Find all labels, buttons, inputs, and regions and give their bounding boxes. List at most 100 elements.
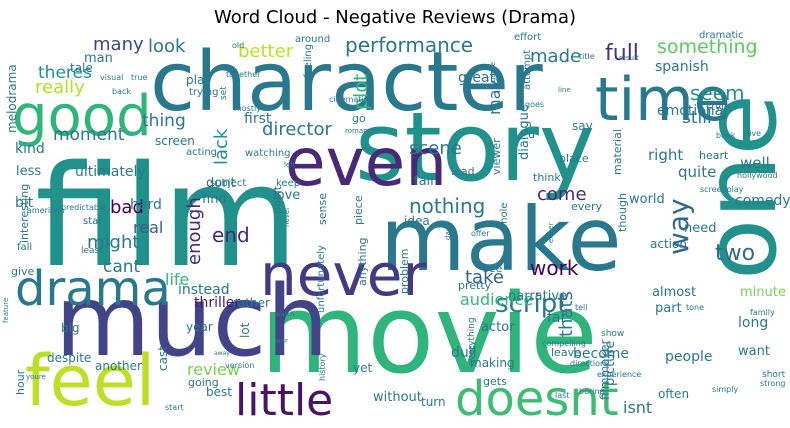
word-instead: instead [178,282,230,298]
word-yet: yet [353,361,372,375]
word-picture: picture [603,341,618,386]
word-u: u [528,128,535,141]
word-life: life [165,270,189,289]
word-world: world [629,192,665,207]
word-doesnt: doesnt [455,371,619,427]
word-genre: genre [489,62,497,82]
word-big: big [61,321,80,335]
word-script: script [495,289,567,319]
word-every: every [571,200,603,213]
word-goes: goes [525,100,544,109]
word-day: day [444,227,452,240]
word-character: character [150,35,543,130]
word-title: title [579,52,595,61]
word-best: best [206,385,232,399]
word-way: way [662,198,695,255]
word-family: family [750,308,775,317]
word-minute: minute [740,285,786,300]
word-place: place [559,152,589,165]
word-look: look [148,36,186,57]
word-man: man [84,51,113,66]
word-bad: bad [110,197,144,218]
word-viewer: viewer [490,138,503,175]
word-feeling: feeling [303,44,314,78]
word-quite: quite [678,163,716,181]
word-gets: gets [483,375,507,388]
word-start: start [165,403,184,412]
word-dull: dull [451,345,477,361]
word-problem: problem [398,248,411,294]
word-heart: heart [699,149,729,162]
word-think: think [533,171,561,184]
word-feel: feel [25,340,155,422]
word-hollywood: hollywood [737,171,778,180]
word-predictable: predictable [61,203,106,212]
word-take: take [465,267,504,288]
word-fall: fall [17,242,32,253]
word-far: far [547,310,567,326]
word-pretty: pretty [458,279,492,292]
word-unfortunately: unfortunately [316,245,327,313]
word-star: star [83,216,103,227]
word-often: often [658,387,689,401]
word-lot: lot [238,322,252,338]
word-lead: lead [451,165,475,178]
word-old: old [232,41,244,50]
word-book: book [716,131,736,140]
word-going: going [188,376,219,389]
word-mostly: mostly [234,104,261,113]
word-time: time [595,65,731,135]
word-isnt: isnt [623,398,652,417]
word-hard: hard [130,197,162,213]
word-material: material [611,129,624,175]
word-direction: direction [570,359,605,368]
word-work: work [530,256,579,280]
word-thats: thats [556,291,577,337]
word-war: war [275,337,288,345]
word-enough: enough [184,197,205,265]
word-kind: kind [15,141,45,157]
word-history: history [318,353,327,381]
word-left: left [284,161,296,169]
word-need: need [684,221,717,236]
word-end: end [212,223,250,247]
word-attempt: attempt [522,50,533,90]
word-without: without [373,390,422,405]
word-screen: screen [155,134,195,148]
word-tell: tell [575,303,588,312]
word-good: good [12,84,152,149]
word-dramatic: dramatic [699,30,744,41]
word-turn: turn [421,395,446,409]
word-spanish: spanish [655,59,709,75]
word-style: style [706,102,730,113]
word-performance: performance [345,33,473,57]
word-director: director [262,119,332,140]
word-acting: acting [186,147,217,158]
word-may: may [485,80,504,115]
word-story: story [355,93,595,203]
word-even: even [285,124,447,201]
word-offer: offer [471,229,490,238]
word-scene: scene [409,138,462,159]
word-trying: trying [189,87,218,98]
word-become: become [573,346,629,362]
word-subject: subject [210,178,246,189]
word-love: love [273,188,300,203]
word-play: play [186,73,211,87]
word-two: two [715,241,755,266]
word-made: made [530,46,581,67]
word-dialogue: dialogue [517,104,532,160]
word-well: well [740,154,770,172]
word-make: make [380,188,622,291]
word-tale: tale [70,61,93,75]
word-nothing: nothing [409,194,485,218]
word-say: say [572,119,593,133]
word-leave: leave [551,346,581,359]
word-really: really [35,77,85,98]
word-together: together [226,70,261,79]
word-audience: audience [460,290,533,309]
word-simply: simply [712,385,738,394]
word-hour: hour [14,369,27,395]
word-tone: tone [686,303,704,312]
word-review: review [187,360,240,379]
